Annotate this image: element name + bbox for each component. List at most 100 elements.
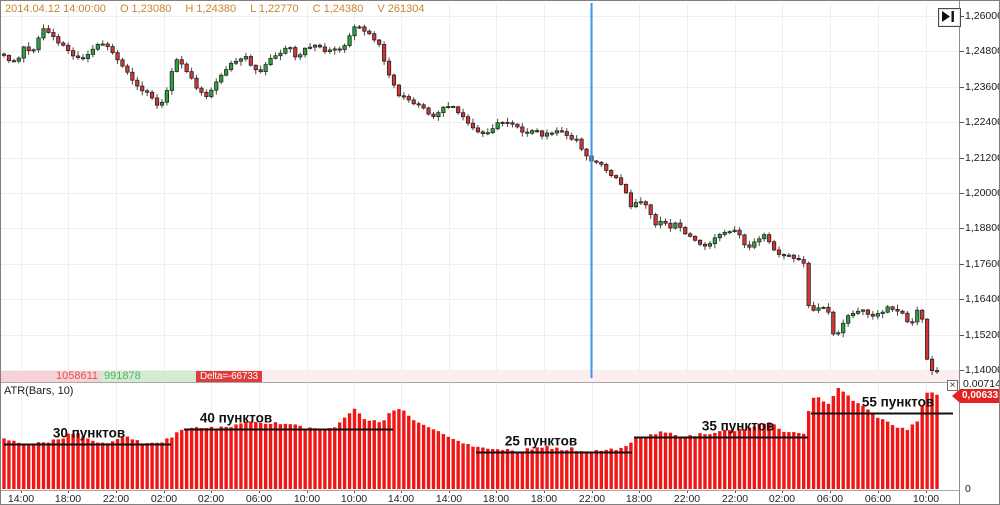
candle-body [21, 46, 26, 59]
candle-body [451, 106, 456, 109]
time-axis-label: 22:00 [102, 493, 130, 505]
price-tick-dash [960, 16, 964, 17]
candle-body [303, 47, 308, 56]
candle-body [880, 311, 885, 314]
candle-body [900, 310, 905, 314]
candle-body [752, 241, 757, 248]
atr-bar [885, 421, 890, 489]
candle-body [406, 96, 411, 101]
candle-body [401, 95, 406, 98]
atr-bar [688, 435, 692, 489]
candle-body [762, 234, 767, 240]
time-axis-label: 22:00 [721, 493, 749, 505]
price-axis-label: 1,20000 [965, 187, 1000, 199]
time-axis-label: 02:00 [150, 493, 178, 505]
atr-bar [101, 442, 105, 489]
atr-bar [619, 447, 623, 489]
candle-body [189, 71, 194, 79]
atr-bar [609, 448, 613, 489]
candle-body [697, 239, 703, 245]
candle-body [712, 237, 717, 245]
candle-body [934, 370, 940, 373]
atr-bar [708, 434, 712, 489]
candle-body [786, 254, 791, 257]
candle-body [135, 79, 140, 87]
time-axis-label: 02:00 [768, 493, 796, 505]
candle-body [105, 43, 110, 47]
candle-body [727, 231, 732, 234]
atr-bar [555, 447, 559, 489]
bar-datetime: 2014.04.12 14:00:00 [5, 3, 106, 15]
atr-bar [372, 420, 376, 489]
atr-bar [421, 424, 426, 489]
candle-body [46, 28, 51, 33]
atr-bar [545, 445, 549, 489]
candle-body [495, 122, 500, 130]
candle-body [767, 234, 772, 243]
candle-body [609, 170, 614, 176]
atr-bar [550, 448, 554, 489]
atr-bar [66, 433, 70, 489]
candle-body [505, 121, 510, 124]
atr-bar [629, 442, 633, 489]
candle-body [865, 309, 870, 315]
candle-body [549, 132, 555, 135]
candle-body [253, 64, 258, 71]
candle-body [599, 161, 604, 165]
candle-body [618, 177, 624, 185]
time-axis-label: 18:00 [482, 493, 510, 505]
price-axis-label: 1,23600 [965, 81, 1000, 93]
atr-bar [86, 438, 90, 489]
candle-body [174, 59, 179, 72]
candle-body [490, 128, 495, 134]
candle-body [416, 103, 421, 106]
candle-body [870, 313, 875, 317]
atr-bar [653, 434, 658, 489]
candle-body [905, 312, 910, 323]
candle-body [520, 126, 525, 133]
candle-body [925, 318, 930, 360]
candle-body [791, 254, 796, 259]
chart-shift-button[interactable] [938, 8, 961, 27]
candle-body [500, 121, 505, 124]
bar-high: H 1,24380 [185, 3, 237, 15]
candle-body [485, 132, 490, 135]
price-axis-label: 1,21200 [965, 152, 1000, 164]
atr-bar [841, 391, 845, 489]
atr-bar [644, 437, 648, 489]
atr-bar [540, 447, 544, 489]
candle-body [594, 160, 599, 163]
atr-bar [451, 438, 455, 489]
indicator-close-button[interactable]: × [947, 380, 958, 391]
atr-bar [36, 442, 41, 489]
candle-body [910, 321, 915, 324]
atr-bar [491, 449, 495, 489]
atr-bar [56, 439, 61, 489]
atr-bar [258, 422, 263, 489]
candle-body [574, 138, 579, 141]
atr-bar [194, 427, 199, 489]
candle-body [732, 229, 737, 232]
atr-bar [747, 427, 752, 489]
candle-body [717, 234, 722, 239]
candle-body [707, 243, 712, 247]
atr-bar [895, 427, 900, 489]
atr-bar [876, 417, 880, 489]
candle-body [678, 222, 683, 228]
atr-bar [648, 434, 653, 489]
candle-body [140, 85, 145, 92]
candle-body [184, 63, 189, 73]
candle-body [288, 47, 293, 50]
candle-body [243, 56, 248, 60]
atr-bar [826, 403, 831, 489]
atr-bar [787, 432, 791, 489]
time-axis-label: 18:00 [54, 493, 82, 505]
candle-body [584, 148, 589, 157]
atr-bar [91, 440, 95, 489]
candle-body [238, 58, 244, 62]
candle-body [737, 229, 742, 236]
atr-bar [120, 437, 125, 489]
candle-body [36, 37, 41, 51]
atr-bar [925, 392, 929, 489]
atr-bar [150, 442, 154, 489]
